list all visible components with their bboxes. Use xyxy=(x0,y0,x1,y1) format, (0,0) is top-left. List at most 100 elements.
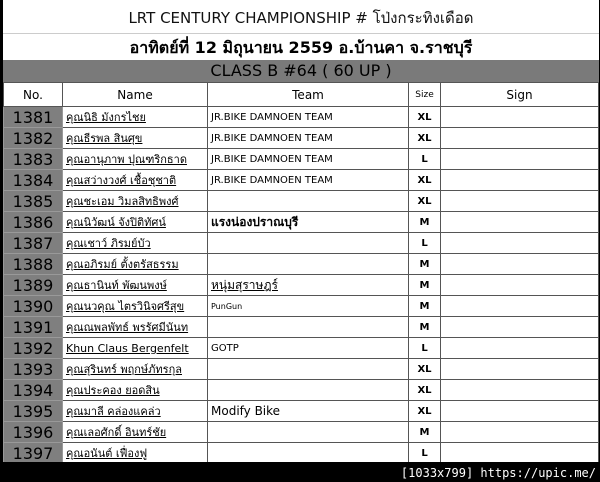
table-row: 1396 คุณเลอศักดิ์ อินทร์ชัย M xyxy=(3,421,599,443)
cell-name: คุณเลอศักดิ์ อินทร์ชัย xyxy=(62,421,208,443)
cell-sign[interactable] xyxy=(440,337,599,359)
cell-name: คุณนิธิ มังกรไชย xyxy=(62,106,208,128)
cell-team: Modify Bike xyxy=(207,400,409,422)
cell-no: 1392 xyxy=(3,337,63,359)
cell-no: 1383 xyxy=(3,148,63,170)
cell-name: คุณนิวัฒน์ จังปิติทัศน์ xyxy=(62,211,208,233)
cell-no: 1386 xyxy=(3,211,63,233)
event-title: LRT CENTURY CHAMPIONSHIP # โป่งกระทิงเดื… xyxy=(3,0,599,34)
table-row: 1381 คุณนิธิ มังกรไชย JR.BIKE DAMNOEN TEAM… xyxy=(3,106,599,128)
cell-sign[interactable] xyxy=(440,106,599,128)
cell-size: M xyxy=(408,274,441,296)
cell-no: 1382 xyxy=(3,127,63,149)
cell-team xyxy=(207,316,409,338)
cell-size: L xyxy=(408,337,441,359)
cell-size: M xyxy=(408,316,441,338)
cell-team: หนุ่มสุราษฎร์ xyxy=(207,274,409,296)
cell-team xyxy=(207,442,409,462)
table-row: 1395 คุณมาลี คล่องแคล่ว Modify Bike XL xyxy=(3,400,599,422)
cell-sign[interactable] xyxy=(440,127,599,149)
cell-sign[interactable] xyxy=(440,253,599,275)
cell-no: 1388 xyxy=(3,253,63,275)
cell-team xyxy=(207,190,409,212)
cell-no: 1384 xyxy=(3,169,63,191)
cell-no: 1395 xyxy=(3,400,63,422)
cell-team xyxy=(207,358,409,380)
cell-no: 1389 xyxy=(3,274,63,296)
cell-name: คุณอภิรมย์ ตั้งตรัสธรรม xyxy=(62,253,208,275)
cell-no: 1391 xyxy=(3,316,63,338)
cell-sign[interactable] xyxy=(440,295,599,317)
cell-team: JR.BIKE DAMNOEN TEAM xyxy=(207,169,409,191)
table-row: 1388 คุณอภิรมย์ ตั้งตรัสธรรม M xyxy=(3,253,599,275)
cell-size: L xyxy=(408,232,441,254)
cell-team xyxy=(207,421,409,443)
table-row: 1386 คุณนิวัฒน์ จังปิติทัศน์ แรงน่องปราณบุ… xyxy=(3,211,599,233)
cell-team: JR.BIKE DAMNOEN TEAM xyxy=(207,148,409,170)
cell-size: L xyxy=(408,148,441,170)
header-name: Name xyxy=(62,82,208,107)
cell-no: 1393 xyxy=(3,358,63,380)
cell-team: PunGun xyxy=(207,295,409,317)
event-date-location: อาทิตย์ที่ 12 มิถุนายน 2559 อ.บ้านคา จ.ร… xyxy=(129,38,473,57)
cell-team xyxy=(207,253,409,275)
table-row: 1390 คุณนวคุณ ไตรวินิจศรีสุข PunGun M xyxy=(3,295,599,317)
class-banner: CLASS B #64 ( 60 UP ) xyxy=(3,60,599,82)
cell-size: XL xyxy=(408,358,441,380)
cell-no: 1387 xyxy=(3,232,63,254)
cell-team: JR.BIKE DAMNOEN TEAM xyxy=(207,127,409,149)
cell-sign[interactable] xyxy=(440,232,599,254)
cell-sign[interactable] xyxy=(440,148,599,170)
cell-name: คุณณพลพัทธ์ พรรัศมีนันท xyxy=(62,316,208,338)
cell-team: JR.BIKE DAMNOEN TEAM xyxy=(207,106,409,128)
table-row: 1383 คุณอานุภาพ ปุณฑริกธาด JR.BIKE DAMNOEN… xyxy=(3,148,599,170)
header-no: No. xyxy=(3,82,63,107)
cell-name: Khun Claus Bergenfelt xyxy=(62,337,208,359)
cell-name: คุณธีรพล สินศุข xyxy=(62,127,208,149)
cell-name: คุณสุรินทร์ พฤกษ์ภัทรกุล xyxy=(62,358,208,380)
cell-sign[interactable] xyxy=(440,421,599,443)
cell-name: คุณอานุภาพ ปุณฑริกธาด xyxy=(62,148,208,170)
cell-sign[interactable] xyxy=(440,358,599,380)
table-row: 1389 คุณธานินท์ พัฒนพงษ์ หนุ่มสุราษฎร์ M xyxy=(3,274,599,296)
cell-team xyxy=(207,232,409,254)
cell-sign[interactable] xyxy=(440,190,599,212)
cell-team xyxy=(207,379,409,401)
cell-name: คุณมาลี คล่องแคล่ว xyxy=(62,400,208,422)
cell-no: 1381 xyxy=(3,106,63,128)
cell-name: คุณอนันต์ เฟื่องฟู xyxy=(62,442,208,462)
cell-sign[interactable] xyxy=(440,400,599,422)
cell-sign[interactable] xyxy=(440,274,599,296)
cell-sign[interactable] xyxy=(440,379,599,401)
entry-table: No. Name Team Size Sign 1381 คุณนิธิ มังก… xyxy=(3,82,599,462)
cell-sign[interactable] xyxy=(440,316,599,338)
cell-no: 1396 xyxy=(3,421,63,443)
cell-no: 1385 xyxy=(3,190,63,212)
table-row: 1397 คุณอนันต์ เฟื่องฟู L xyxy=(3,442,599,462)
cell-team: แรงน่องปราณบุรี xyxy=(207,211,409,233)
cell-size: XL xyxy=(408,127,441,149)
cell-no: 1394 xyxy=(3,379,63,401)
spreadsheet: LRT CENTURY CHAMPIONSHIP # โป่งกระทิงเดื… xyxy=(3,0,599,462)
cell-size: M xyxy=(408,295,441,317)
header-row: No. Name Team Size Sign xyxy=(3,82,599,107)
table-row: 1387 คุณเชาว์ ภิรมย์บัว L xyxy=(3,232,599,254)
cell-size: XL xyxy=(408,190,441,212)
header-sign: Sign xyxy=(440,82,599,107)
table-row: 1382 คุณธีรพล สินศุข JR.BIKE DAMNOEN TEAM X… xyxy=(3,127,599,149)
cell-team: GOTP xyxy=(207,337,409,359)
cell-size: L xyxy=(408,442,441,462)
cell-sign[interactable] xyxy=(440,169,599,191)
cell-no: 1397 xyxy=(3,442,63,462)
table-row: 1394 คุณประคอง ยอดสิน XL xyxy=(3,379,599,401)
cell-size: M xyxy=(408,421,441,443)
cell-sign[interactable] xyxy=(440,211,599,233)
cell-sign[interactable] xyxy=(440,442,599,462)
header-size: Size xyxy=(408,82,441,107)
cell-size: XL xyxy=(408,400,441,422)
cell-name: คุณธานินท์ พัฒนพงษ์ xyxy=(62,274,208,296)
image-footer: [1033x799] https://upic.me/ xyxy=(400,466,596,480)
table-row: 1393 คุณสุรินทร์ พฤกษ์ภัทรกุล XL xyxy=(3,358,599,380)
cell-no: 1390 xyxy=(3,295,63,317)
cell-size: XL xyxy=(408,379,441,401)
